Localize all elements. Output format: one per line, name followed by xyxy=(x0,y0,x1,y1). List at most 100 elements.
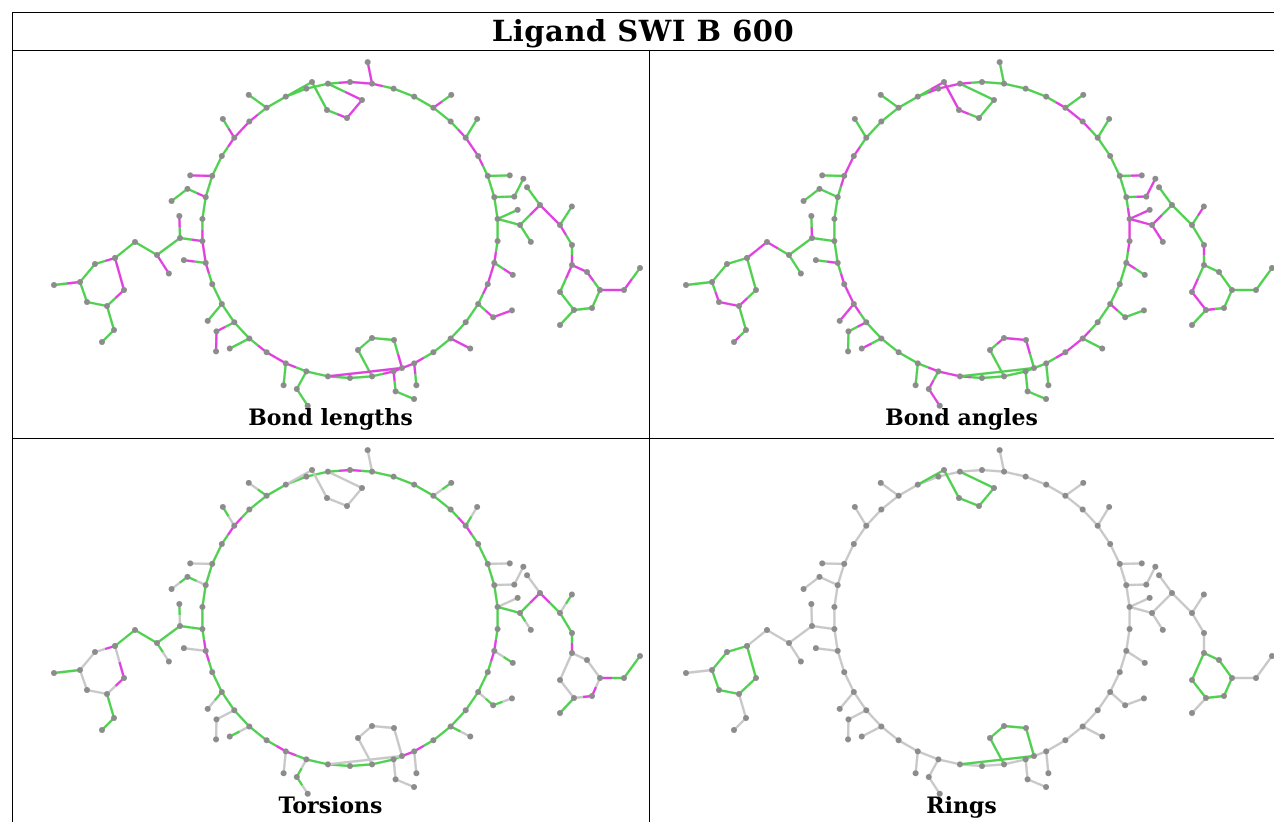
atom-dot xyxy=(1229,287,1235,293)
atom-dot xyxy=(448,335,454,341)
atom-dot xyxy=(510,272,516,278)
atom-dot xyxy=(637,653,643,659)
atom-dot xyxy=(475,541,481,547)
atom-dot xyxy=(569,650,575,656)
atom-dot xyxy=(1169,202,1175,208)
atom-dot xyxy=(863,707,869,713)
atom-dot xyxy=(281,770,287,776)
atom-dot xyxy=(220,504,226,510)
atom-dot xyxy=(831,604,837,610)
atom-dot xyxy=(584,269,590,275)
atom-dot xyxy=(517,610,523,616)
atom-dot xyxy=(463,135,469,141)
atom-dot xyxy=(1139,560,1145,566)
atom-dot xyxy=(716,687,722,693)
atom-dot xyxy=(1025,776,1031,782)
atom-dot xyxy=(557,610,563,616)
atom-dot xyxy=(1216,657,1222,663)
panel-bond-lengths: Bond lengths xyxy=(12,50,649,438)
atom-dot xyxy=(475,689,481,695)
atom-dot xyxy=(819,560,825,566)
atom-dot xyxy=(915,482,921,488)
atom-dot xyxy=(181,257,187,263)
atom-dot xyxy=(569,203,575,209)
atom-dot xyxy=(448,480,454,486)
atom-dot xyxy=(524,572,530,578)
atom-dot xyxy=(1001,761,1007,767)
atom-dot xyxy=(1203,695,1209,701)
atom-dot xyxy=(808,213,814,219)
molecule-group xyxy=(51,59,643,409)
atom-dot xyxy=(283,94,289,100)
atom-dot xyxy=(325,373,331,379)
atom-dot xyxy=(852,504,858,510)
atom-dot xyxy=(851,153,857,159)
atom-dot xyxy=(491,260,497,266)
atom-dot xyxy=(507,560,513,566)
atom-dot xyxy=(283,748,289,754)
atom-dot xyxy=(1143,582,1149,588)
atom-dot xyxy=(831,216,837,222)
molecule-diagram-torsions xyxy=(12,438,649,822)
atom-dot xyxy=(246,507,252,513)
atom-dot xyxy=(863,135,869,141)
atom-dot xyxy=(325,469,331,475)
atom-dot xyxy=(92,261,98,267)
atom-dot xyxy=(463,523,469,529)
atom-dot xyxy=(1107,301,1113,307)
atom-dot xyxy=(220,116,226,122)
atom-dot xyxy=(187,172,193,178)
atom-dot xyxy=(528,239,534,245)
atom-dot xyxy=(859,346,865,352)
atom-dot xyxy=(841,669,847,675)
atom-dot xyxy=(132,627,138,633)
atom-dot xyxy=(369,81,375,87)
atom-dot xyxy=(448,92,454,98)
atom-dot xyxy=(1043,396,1049,402)
atom-dot xyxy=(1156,184,1162,190)
atom-dot xyxy=(1099,734,1105,740)
atom-dot xyxy=(571,307,577,313)
atom-dot xyxy=(369,373,375,379)
atom-dot xyxy=(621,287,627,293)
atom-dot xyxy=(557,222,563,228)
atom-dot xyxy=(177,623,183,629)
atom-dot xyxy=(1160,239,1166,245)
atom-dot xyxy=(524,184,530,190)
atom-dot xyxy=(878,507,884,513)
atom-dot xyxy=(209,669,215,675)
atom-dot xyxy=(485,173,491,179)
atom-dot xyxy=(213,328,219,334)
atom-dot xyxy=(199,626,205,632)
atom-dot xyxy=(324,495,330,501)
panel-caption: Bond lengths xyxy=(12,405,649,431)
atom-dot xyxy=(896,105,902,111)
atom-dot xyxy=(359,485,365,491)
atom-dot xyxy=(997,59,1003,65)
figure: Ligand SWI B 600 Bond lengths Bond angle… xyxy=(12,12,1274,822)
atom-dot xyxy=(941,79,947,85)
atom-dot xyxy=(485,669,491,675)
atom-dot xyxy=(976,115,982,121)
atom-dot xyxy=(845,328,851,334)
atom-dot xyxy=(941,467,947,473)
atom-dot xyxy=(1001,469,1007,475)
atom-dot xyxy=(537,202,543,208)
atom-dot xyxy=(1062,105,1068,111)
atom-dot xyxy=(92,649,98,655)
atom-dot xyxy=(896,493,902,499)
atom-dot xyxy=(569,591,575,597)
atom-dot xyxy=(1253,675,1259,681)
atom-dot xyxy=(835,582,841,588)
atom-dot xyxy=(347,467,353,473)
atom-dot xyxy=(716,299,722,305)
atom-dot xyxy=(878,92,884,98)
atom-dot xyxy=(1023,725,1029,731)
atom-dot xyxy=(510,660,516,666)
atom-dot xyxy=(411,482,417,488)
atom-dot xyxy=(935,86,941,92)
atom-dot xyxy=(683,282,689,288)
atom-dot xyxy=(485,281,491,287)
atom-dot xyxy=(325,761,331,767)
atom-dot xyxy=(584,657,590,663)
